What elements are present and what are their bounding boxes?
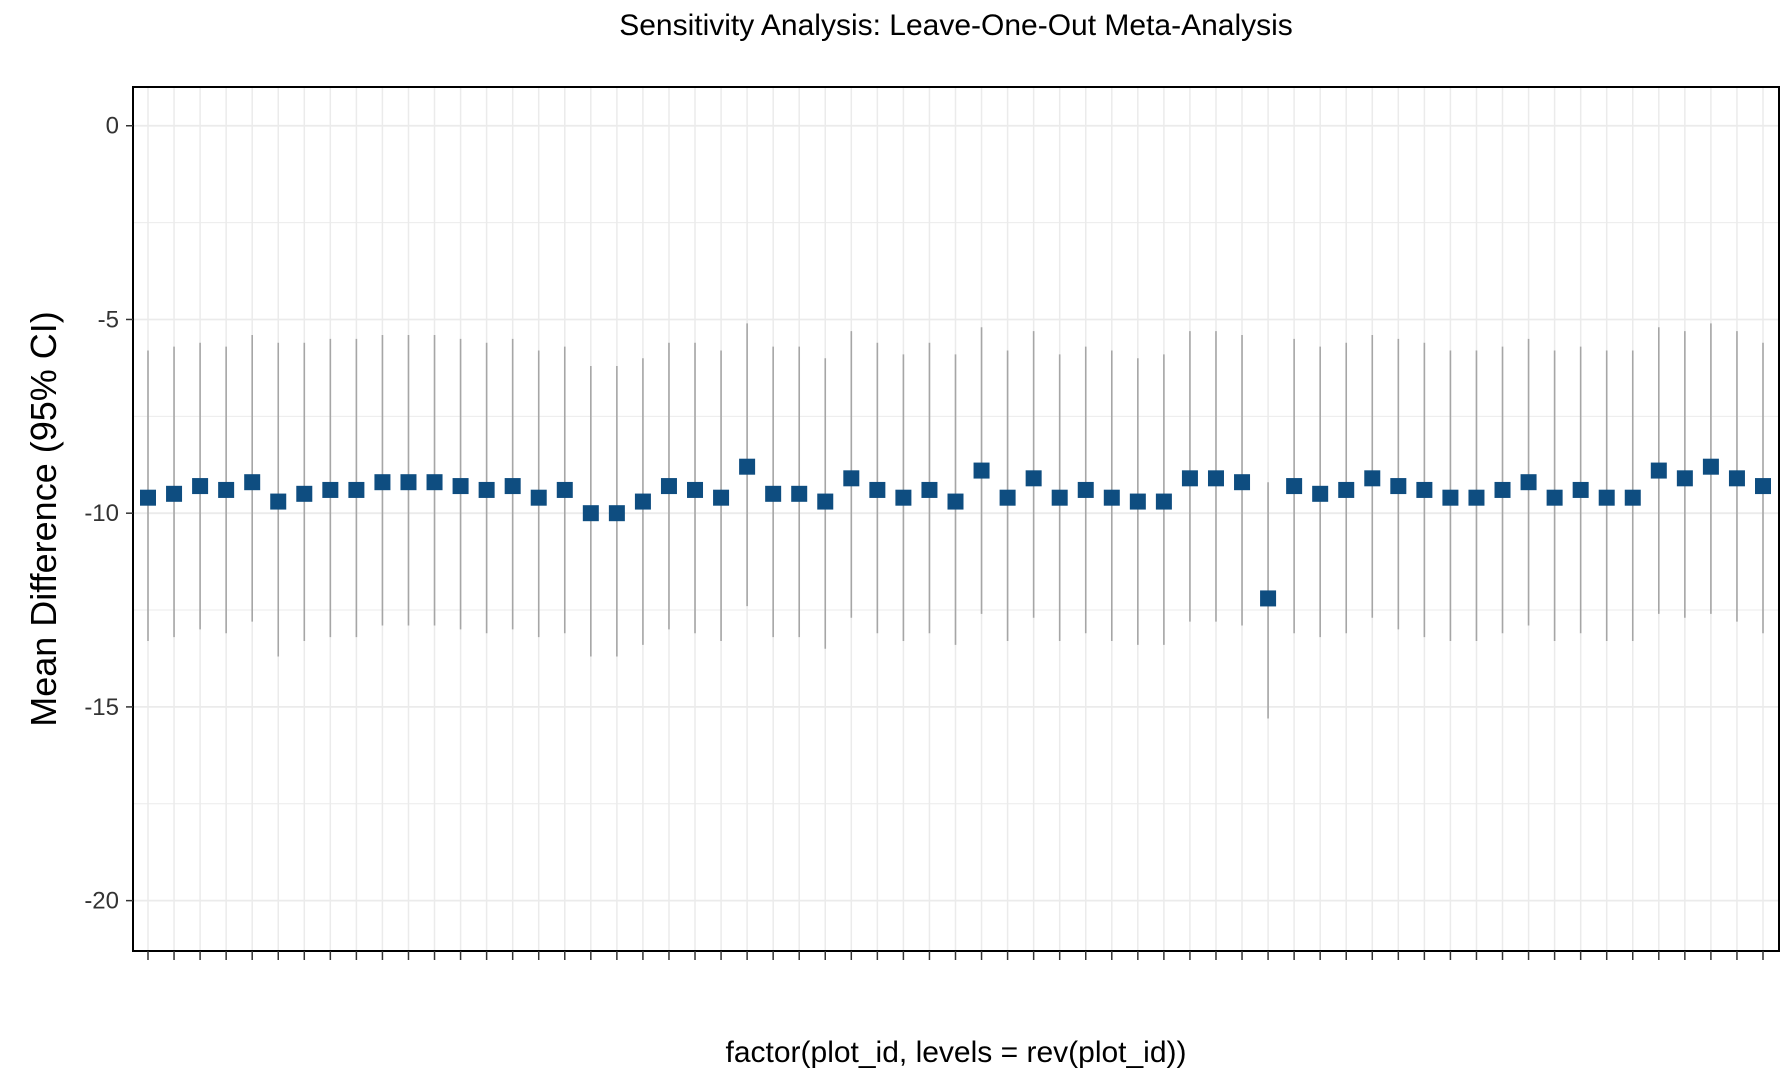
x-axis bbox=[147, 951, 1764, 960]
y-axis-title: Mean Difference (95% CI) bbox=[23, 311, 64, 727]
point-estimate bbox=[1494, 481, 1511, 498]
point-estimate bbox=[478, 481, 495, 498]
point-estimate bbox=[947, 493, 964, 510]
point-estimate bbox=[1728, 470, 1745, 487]
point-estimate bbox=[1338, 481, 1355, 498]
y-axis-ticks: 0 -5 -10 -15 -20 bbox=[84, 113, 133, 915]
point-estimate bbox=[869, 481, 886, 498]
x-axis-ticks bbox=[147, 951, 1764, 960]
y-tick-label: -10 bbox=[84, 500, 119, 527]
point-estimate bbox=[1702, 458, 1719, 475]
point-estimate bbox=[270, 493, 287, 510]
chart-title: Sensitivity Analysis: Leave-One-Out Meta… bbox=[619, 9, 1293, 42]
point-estimate bbox=[192, 478, 209, 495]
point-estimate bbox=[1755, 478, 1771, 495]
point-estimate bbox=[1442, 489, 1459, 506]
point-estimate bbox=[687, 481, 704, 498]
point-estimate bbox=[921, 481, 938, 498]
point-estimates bbox=[140, 458, 1771, 607]
point-estimate bbox=[1286, 478, 1303, 495]
point-estimate bbox=[1051, 489, 1068, 506]
point-estimate bbox=[348, 481, 365, 498]
point-estimate bbox=[556, 481, 573, 498]
point-estimate bbox=[895, 489, 912, 506]
point-estimate bbox=[166, 485, 183, 502]
point-estimate bbox=[1650, 462, 1667, 479]
y-tick-label: 0 bbox=[106, 113, 119, 140]
point-estimate bbox=[1572, 481, 1589, 498]
point-estimate bbox=[1207, 470, 1224, 487]
point-estimate bbox=[1103, 489, 1120, 506]
point-estimate bbox=[582, 505, 599, 522]
y-gridlines bbox=[133, 124, 1779, 902]
point-estimate bbox=[1155, 493, 1172, 510]
point-estimate bbox=[1520, 474, 1537, 491]
point-estimate bbox=[1312, 485, 1329, 502]
point-estimate bbox=[713, 489, 730, 506]
point-estimate bbox=[1260, 590, 1277, 607]
y-tick-label: -20 bbox=[84, 888, 119, 915]
point-estimate bbox=[999, 489, 1016, 506]
point-estimate bbox=[1468, 489, 1485, 506]
point-estimate bbox=[400, 474, 417, 491]
point-estimate bbox=[1025, 470, 1042, 487]
point-estimate bbox=[218, 481, 235, 498]
point-estimate bbox=[843, 470, 860, 487]
point-estimate bbox=[504, 478, 521, 495]
plot-panel bbox=[132, 86, 1780, 952]
y-tick-label: -15 bbox=[84, 694, 119, 721]
point-estimate bbox=[1546, 489, 1563, 506]
y-tick-label: -5 bbox=[98, 306, 119, 333]
point-estimate bbox=[634, 493, 651, 510]
point-estimate bbox=[791, 485, 808, 502]
point-estimate bbox=[1129, 493, 1146, 510]
y-axis: 0 -5 -10 -15 -20 bbox=[84, 113, 133, 915]
point-estimate bbox=[244, 474, 261, 491]
point-estimate bbox=[1390, 478, 1407, 495]
point-estimate bbox=[452, 478, 469, 495]
point-estimate bbox=[140, 489, 156, 506]
point-estimate bbox=[765, 485, 782, 502]
point-estimate bbox=[1234, 474, 1251, 491]
point-estimate bbox=[973, 462, 990, 479]
point-estimate bbox=[1364, 470, 1381, 487]
point-estimate bbox=[817, 493, 834, 510]
point-estimate bbox=[1181, 470, 1198, 487]
point-estimate bbox=[1416, 481, 1433, 498]
point-estimate bbox=[322, 481, 339, 498]
point-estimate bbox=[1676, 470, 1693, 487]
point-estimate bbox=[426, 474, 443, 491]
point-estimate bbox=[1077, 481, 1094, 498]
point-estimate bbox=[608, 505, 625, 522]
point-estimate bbox=[1598, 489, 1615, 506]
point-estimate bbox=[374, 474, 391, 491]
x-axis-title: factor(plot_id, levels = rev(plot_id)) bbox=[725, 1036, 1186, 1069]
point-estimate bbox=[1624, 489, 1641, 506]
point-estimate bbox=[739, 458, 756, 475]
point-estimate bbox=[296, 485, 313, 502]
point-estimate bbox=[660, 478, 677, 495]
point-estimate bbox=[530, 489, 547, 506]
